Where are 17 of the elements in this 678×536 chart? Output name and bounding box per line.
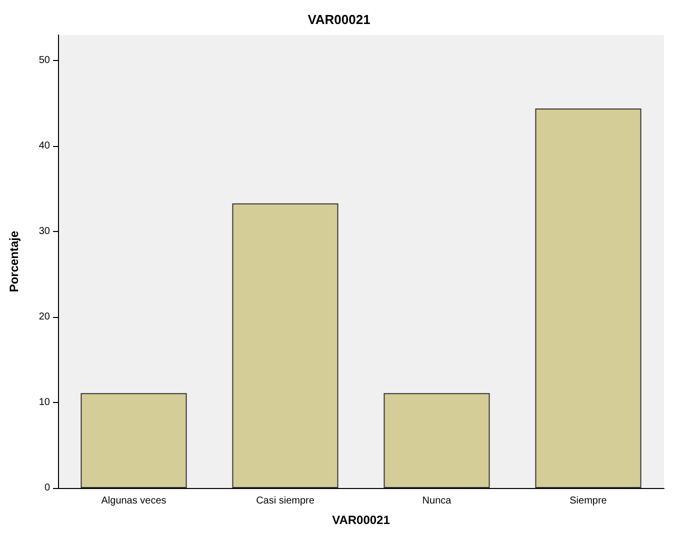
y-tick-label: 20 xyxy=(38,312,50,323)
y-tick-label: 0 xyxy=(44,482,50,494)
x-tick-label: Siempre xyxy=(570,496,608,506)
bar xyxy=(232,203,338,488)
x-tick-label: Casi siempre xyxy=(256,496,315,506)
y-axis-title: Porcentaje xyxy=(7,230,21,292)
chart-title: VAR00021 xyxy=(308,12,370,27)
bar xyxy=(384,393,490,488)
y-tick-label: 40 xyxy=(38,140,50,152)
x-tick-label: Algunas veces xyxy=(101,496,166,506)
bar xyxy=(80,393,187,488)
bar xyxy=(535,108,642,488)
y-tick-label: 10 xyxy=(38,397,50,408)
x-tick-label: Nunca xyxy=(422,496,452,506)
y-tick-label: 50 xyxy=(38,55,50,66)
y-tick-label: 30 xyxy=(38,226,50,238)
x-axis-title: VAR00021 xyxy=(332,513,390,527)
